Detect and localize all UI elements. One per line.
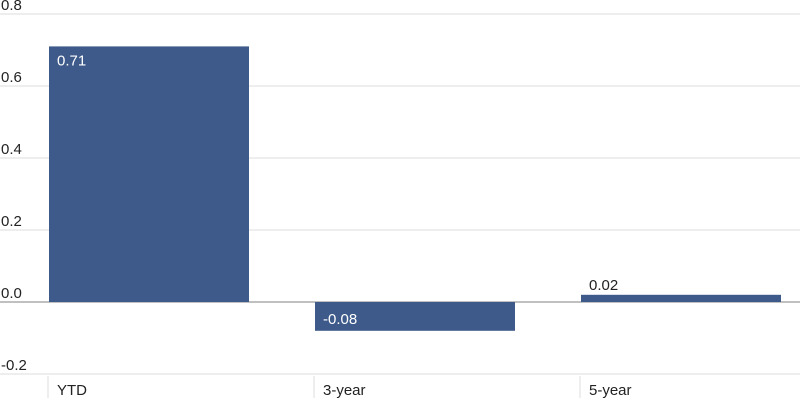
- x-category-label: 3-year: [323, 382, 366, 399]
- y-tick-label: 0.6: [1, 69, 22, 86]
- bar: [315, 302, 515, 331]
- y-tick-label: 0.0: [1, 285, 22, 302]
- x-category-label: YTD: [57, 382, 87, 399]
- y-tick-label: 0.2: [1, 213, 22, 230]
- data-label: 0.71: [57, 52, 86, 69]
- x-category-label: 5-year: [589, 382, 632, 399]
- bar: [581, 294, 781, 302]
- bar: [49, 46, 249, 303]
- y-tick-label: 0.8: [1, 0, 22, 14]
- data-label: -0.08: [323, 311, 357, 328]
- labels-layer: 0.8 0.6 0.4 0.2 0.0 -0.2 0.71 YTD -0.08 3-year 0.0…: [1, 0, 632, 399]
- y-tick-label: 0.4: [1, 141, 22, 158]
- y-tick-label: -0.2: [1, 357, 27, 374]
- data-label: 0.02: [589, 277, 618, 294]
- bars-layer: [49, 46, 781, 331]
